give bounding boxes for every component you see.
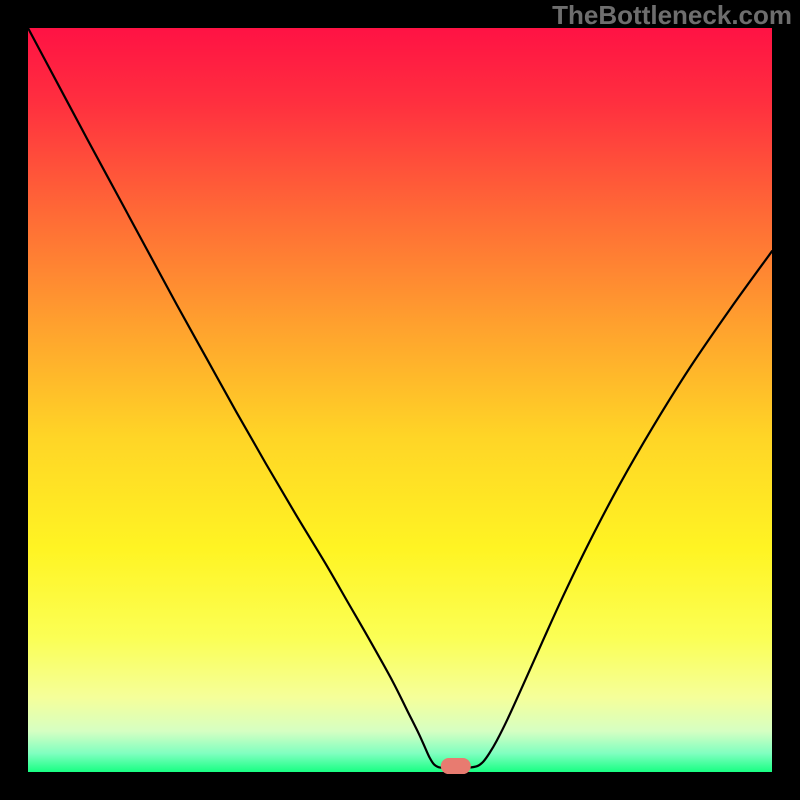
plot-background [28, 28, 772, 772]
bottleneck-chart [0, 0, 800, 800]
watermark-text: TheBottleneck.com [552, 0, 792, 31]
optimal-marker [441, 758, 471, 774]
